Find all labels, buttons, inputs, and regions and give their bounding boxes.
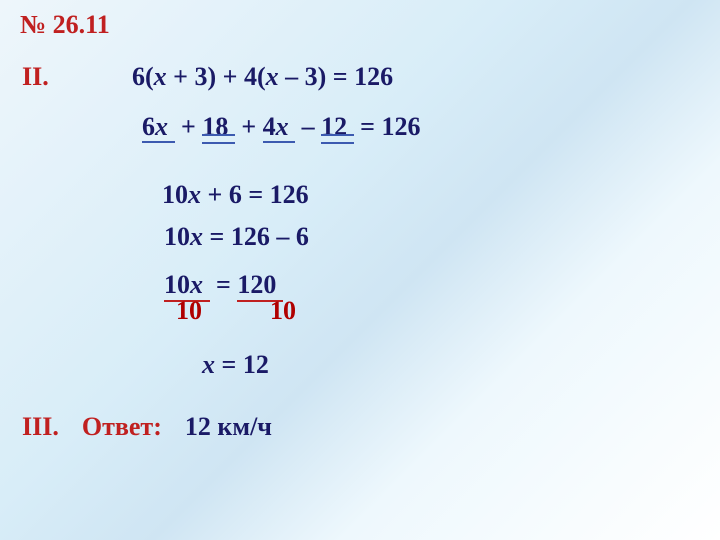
exercise-number: № 26.11 (20, 10, 110, 40)
answer-label: Ответ: (82, 412, 162, 441)
eq4-b: = 126 – 6 (203, 222, 309, 251)
eq3-b: + 6 = 126 (201, 180, 309, 209)
eq1-c: – 3) = 126 (279, 62, 393, 91)
equation-2: 6х + 18 + 4х – 12 = 126 (142, 112, 420, 142)
eq2-plus2: + (235, 112, 263, 141)
eq2-t4: 12 (321, 112, 347, 141)
equation-4: 10х = 126 – 6 (164, 222, 309, 252)
eq5-denom-left: 10 (176, 296, 202, 326)
eq2-rest: = 126 (354, 112, 421, 141)
answer-row: III. Ответ: 12 км/ч (22, 412, 272, 442)
eq2-t3: 4 (263, 112, 276, 141)
eq6-b: = 12 (215, 350, 269, 379)
eq5-denom-right: 10 (270, 296, 296, 326)
answer-value: 12 км/ч (185, 412, 272, 441)
eq1-x1: х (154, 62, 167, 91)
step-roman-2: II. (22, 62, 49, 92)
eq5-x: х (190, 270, 203, 299)
eq2-t1: 6 (142, 112, 155, 141)
equation-3: 10х + 6 = 126 (162, 180, 309, 210)
eq3-a: 10 (162, 180, 188, 209)
equation-6: х = 12 (202, 350, 269, 380)
eq2-x1: х (155, 112, 168, 141)
eq5-eq: = (210, 270, 238, 299)
eq4-x: х (190, 222, 203, 251)
eq5-a: 10 (164, 270, 190, 299)
eq4-a: 10 (164, 222, 190, 251)
eq1-x2: х (266, 62, 279, 91)
eq1-a: 6( (132, 62, 154, 91)
eq2-minus: – (295, 112, 321, 141)
eq2-term1: 6х (142, 112, 175, 143)
eq2-term3: 4х (263, 112, 296, 143)
equation-1: 6(х + 3) + 4(х – 3) = 126 (132, 62, 393, 92)
eq1-b: + 3) + 4( (167, 62, 266, 91)
eq2-x3: х (276, 112, 289, 141)
eq6-x: х (202, 350, 215, 379)
eq3-x: х (188, 180, 201, 209)
eq2-term2: 18 (202, 112, 235, 142)
eq2-term4: 12 (321, 112, 354, 142)
step-roman-3: III. (22, 412, 59, 441)
eq2-t2: 18 (202, 112, 228, 141)
eq2-plus1: + (175, 112, 203, 141)
eq5-r: 120 (237, 270, 276, 299)
